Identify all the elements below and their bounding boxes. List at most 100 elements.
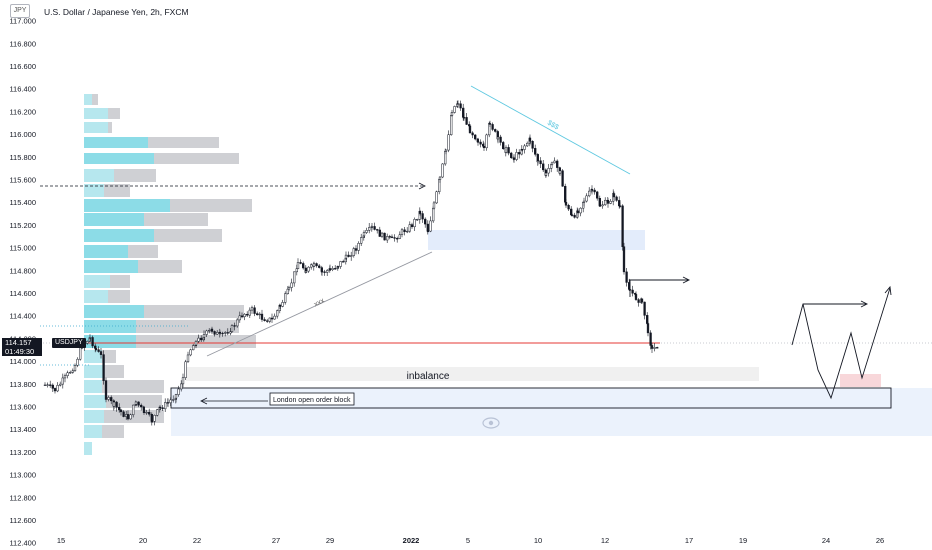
profile-bar-up xyxy=(84,153,154,164)
candle-body xyxy=(429,220,432,232)
candle-body xyxy=(129,414,132,420)
order-block-label-box: London open order block xyxy=(269,392,355,406)
candle-body xyxy=(450,112,454,116)
candle-body xyxy=(315,263,318,267)
scenario-arrowhead-top xyxy=(860,300,869,308)
candle-body xyxy=(656,347,659,349)
candle-body xyxy=(177,388,180,395)
price-tick-label: 114.800 xyxy=(9,266,36,275)
candle-body xyxy=(236,319,239,327)
candle-body xyxy=(354,248,358,251)
price-axis-bg xyxy=(0,0,40,550)
candle-body xyxy=(504,147,508,153)
candle-body xyxy=(453,106,456,113)
downtrend-line xyxy=(470,85,631,175)
currency-badge[interactable]: JPY xyxy=(10,4,30,18)
candle-body xyxy=(646,323,650,334)
candle-body xyxy=(192,345,195,351)
candle-body xyxy=(494,129,497,132)
candle-body xyxy=(649,332,652,346)
profile-bar-up xyxy=(84,365,104,378)
candle-body xyxy=(579,207,582,214)
price-tick-label: 113.200 xyxy=(9,448,36,457)
candle-body xyxy=(181,377,185,385)
candle-body xyxy=(378,229,381,237)
candle-body xyxy=(53,388,57,392)
candle-body xyxy=(438,176,442,180)
candle-body xyxy=(320,271,324,273)
candle-body xyxy=(573,214,576,218)
candle-body xyxy=(561,170,564,187)
candle-body xyxy=(216,331,219,335)
zones-layer xyxy=(170,230,932,436)
time-tick-label: 12 xyxy=(601,536,609,545)
candle-body xyxy=(150,420,154,423)
profile-bar-up xyxy=(84,410,104,423)
price-tick-label: 115.600 xyxy=(9,176,36,185)
price-tick-label: 114.600 xyxy=(9,289,36,298)
candle-body xyxy=(205,330,208,335)
candle-body xyxy=(518,152,521,155)
candle-body xyxy=(153,415,156,422)
candle-body xyxy=(76,358,79,366)
candle-body xyxy=(604,199,607,206)
candle-body xyxy=(243,313,246,317)
candle-body xyxy=(94,348,98,350)
price-tick-label: 116.200 xyxy=(9,107,36,116)
eye-icon[interactable] xyxy=(482,417,500,429)
candle-body xyxy=(408,224,411,232)
candle-body xyxy=(643,301,646,316)
time-tick-label: 17 xyxy=(685,536,693,545)
price-tick-label: 115.200 xyxy=(9,221,36,230)
price-tick-label: 113.800 xyxy=(9,380,36,389)
profile-bar-up xyxy=(84,245,128,258)
candle-body xyxy=(368,227,371,231)
candle-body xyxy=(370,226,374,228)
candle-body xyxy=(221,332,224,335)
time-tick-label: 15 xyxy=(57,536,65,545)
candle-body xyxy=(347,254,350,257)
scenario-path-zigzag xyxy=(802,287,891,400)
candle-body xyxy=(184,361,187,378)
last-price-value: 114.157 xyxy=(5,338,32,347)
candle-body xyxy=(444,149,448,152)
candle-body xyxy=(238,315,241,321)
candle-body xyxy=(119,409,123,413)
candle-body xyxy=(293,271,296,284)
time-axis[interactable]: 15 20 22 27 29 2022 5 10 12 17 19 24 26 xyxy=(57,536,884,545)
profile-bar-up xyxy=(84,137,148,148)
candle-body xyxy=(376,229,379,231)
candle-body xyxy=(246,313,249,316)
candle-body xyxy=(421,213,424,220)
candle-body xyxy=(336,266,340,268)
candle-body xyxy=(115,401,118,408)
time-tick-label: 22 xyxy=(193,536,201,545)
candle-body xyxy=(482,145,486,149)
candle-body xyxy=(73,365,77,372)
candle-body xyxy=(49,384,52,386)
scenario-arrowhead-up xyxy=(884,285,892,296)
candle-body xyxy=(625,271,628,283)
candle-body xyxy=(388,236,391,238)
candle-body xyxy=(459,103,462,109)
candle-body xyxy=(110,397,113,402)
candle-body xyxy=(365,230,368,233)
price-axis[interactable]: 117.000 116.800 116.600 116.400 116.200 116.0… xyxy=(0,0,40,550)
candle-body xyxy=(628,289,632,291)
profile-bar-up xyxy=(84,395,106,408)
profile-bar-up xyxy=(84,260,138,273)
candle-body xyxy=(465,117,468,125)
drawing-lines xyxy=(40,85,932,405)
uptrend-line xyxy=(206,251,433,357)
candle-body xyxy=(590,189,594,191)
candle-body xyxy=(553,160,556,164)
candle-body xyxy=(528,137,532,142)
candle-body xyxy=(104,380,108,400)
candle-body xyxy=(432,207,435,222)
candle-body xyxy=(593,189,596,193)
candle-body xyxy=(148,412,151,415)
candle-body xyxy=(326,270,329,273)
candle-body xyxy=(202,334,206,338)
candle-body xyxy=(416,218,419,221)
